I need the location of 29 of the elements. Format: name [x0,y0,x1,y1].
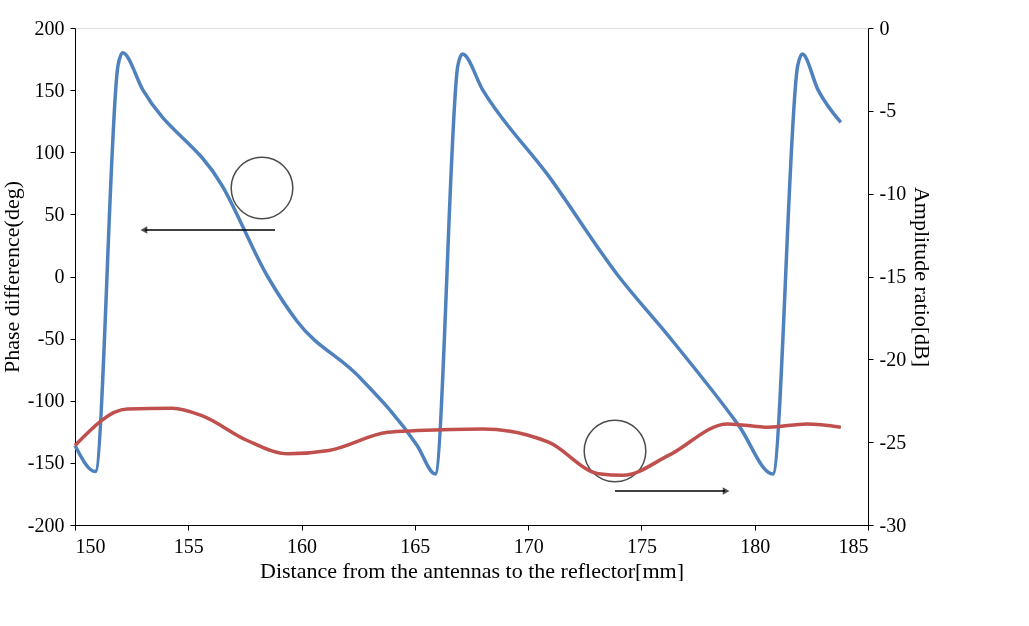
y2-tick-label: -15 [879,265,907,287]
y-tick-label: 50 [44,202,65,225]
y-tick-label: -150 [27,451,65,474]
line-series [73,406,843,478]
y-tick-label: -100 [27,389,65,412]
x-tick-label: 155 [173,534,204,557]
y-tick-label: -200 [27,513,65,536]
x-tick-label: 150 [75,534,106,557]
x-tick-label: 175 [626,534,657,557]
x-axis-title: Distance from the antennas to the reflector[mm] [260,557,684,583]
y2-tick-label: -25 [879,430,907,453]
y2-tick-label: -5 [879,99,897,122]
y-tick-label: 150 [34,78,65,101]
y2-tick-label: 0 [879,16,890,39]
y2-axis-title: Amplitude ratio[dB] [910,186,936,368]
y-tick-label: 200 [34,16,65,39]
x-tick-label: 160 [287,534,318,557]
y-tick-label: 0 [54,265,65,287]
y-axis-title: Phase difference(deg) [0,181,24,373]
x-tick-label: 185 [838,534,869,557]
x-tick-label: 180 [740,534,771,557]
line-series [73,51,843,476]
x-tick-label: 165 [400,534,431,557]
y2-tick-label: -30 [879,513,907,536]
y-tick-label: -50 [37,327,65,350]
x-tick-label: 170 [513,534,544,557]
y-tick-label: 100 [34,140,65,163]
y2-tick-label: -10 [879,182,907,205]
y2-tick-label: -20 [879,347,907,370]
